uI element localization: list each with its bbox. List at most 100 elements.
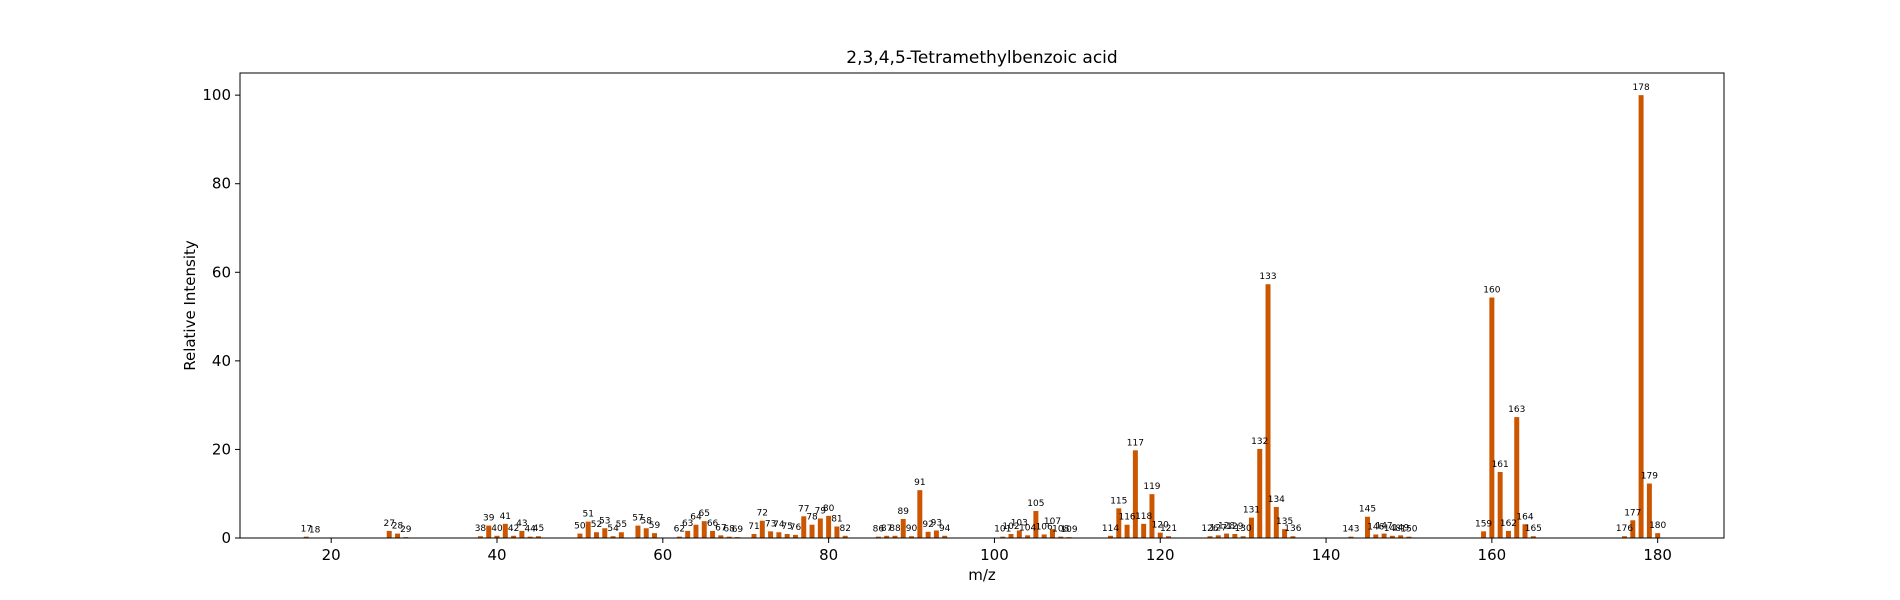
bar-mz-58: [643, 528, 649, 538]
y-tick-label: 40: [212, 352, 231, 370]
y-tick-label: 100: [202, 86, 231, 104]
bar-label-mz-133: 133: [1259, 272, 1276, 282]
bar-mz-88: [892, 535, 898, 538]
bar-label-mz-104: 104: [1019, 523, 1036, 533]
bar-label-mz-108: 108: [1052, 525, 1069, 535]
bar-mz-148: [1389, 535, 1395, 538]
x-tick-label: 100: [980, 546, 1009, 564]
bar-mz-92: [925, 531, 931, 538]
bar-label-mz-178: 178: [1633, 83, 1650, 93]
bar-label-mz-148: 148: [1384, 524, 1401, 534]
bar-mz-54: [610, 536, 616, 538]
bar-label-mz-143: 143: [1342, 525, 1359, 535]
bar-mz-50: [577, 533, 583, 538]
bar-label-mz-75: 75: [781, 522, 792, 532]
bar-label-mz-27: 27: [384, 519, 395, 529]
bar-mz-68: [726, 536, 732, 538]
bar-mz-65: [701, 521, 707, 538]
bar-mz-77: [801, 516, 807, 538]
bar-mz-128: [1224, 533, 1230, 538]
bar-label-mz-63: 63: [682, 519, 693, 529]
bar-label-mz-87: 87: [881, 524, 892, 534]
bar-mz-89: [900, 518, 906, 538]
bar-label-mz-57: 57: [632, 514, 643, 524]
bar-mz-133: [1265, 284, 1271, 538]
bar-label-mz-128: 128: [1218, 522, 1235, 532]
bar-label-mz-94: 94: [939, 524, 951, 534]
bar-mz-17: [303, 536, 309, 538]
bars-group: [303, 95, 1661, 539]
bar-label-mz-127: 127: [1210, 523, 1227, 533]
bar-label-mz-176: 176: [1616, 524, 1633, 534]
bar-mz-130: [1240, 536, 1246, 538]
bar-label-mz-67: 67: [715, 523, 726, 533]
bar-label-mz-136: 136: [1284, 524, 1301, 534]
bar-mz-135: [1282, 529, 1288, 538]
x-axis: 20 40 60 80 100 120 140 160 180: [322, 538, 1672, 564]
bar-label-mz-119: 119: [1143, 482, 1160, 492]
bar-mz-51: [585, 521, 591, 538]
bar-label-mz-160: 160: [1483, 286, 1500, 296]
bar-mz-38: [477, 536, 483, 538]
y-axis-title: Relative Intensity: [181, 240, 199, 371]
bar-mz-179: [1646, 483, 1652, 538]
bar-label-mz-79: 79: [815, 507, 827, 517]
bar-label-mz-73: 73: [765, 519, 776, 529]
bar-label-mz-77: 77: [798, 504, 809, 514]
bar-label-mz-82: 82: [839, 524, 850, 534]
bar-mz-81: [834, 526, 840, 538]
bar-mz-177: [1630, 520, 1636, 538]
bar-mz-74: [776, 532, 782, 538]
bar-label-mz-114: 114: [1102, 524, 1119, 534]
y-axis: 0 20 40 60 80 100: [202, 86, 240, 547]
bar-label-mz-117: 117: [1127, 438, 1144, 448]
bar-mz-67: [718, 535, 724, 538]
bar-label-mz-177: 177: [1624, 508, 1641, 518]
bar-mz-91: [917, 490, 923, 538]
x-tick-label: 20: [322, 546, 341, 564]
bar-mz-42: [511, 535, 517, 538]
bar-mz-118: [1141, 523, 1147, 538]
bar-label-mz-149: 149: [1392, 523, 1409, 533]
bar-label-mz-145: 145: [1359, 505, 1376, 515]
bar-label-mz-129: 129: [1226, 522, 1243, 532]
bar-label-mz-162: 162: [1500, 519, 1517, 529]
bar-label-mz-52: 52: [591, 520, 602, 530]
bar-label-mz-121: 121: [1160, 524, 1177, 534]
bar-mz-126: [1207, 536, 1213, 538]
bar-mz-66: [710, 530, 716, 538]
bar-mz-117: [1132, 450, 1138, 538]
bar-mz-165: [1530, 536, 1536, 538]
plot-frame: [239, 72, 1725, 539]
bar-label-mz-102: 102: [1002, 522, 1019, 532]
bar-mz-71: [751, 534, 757, 538]
x-tick-label: 160: [1478, 546, 1507, 564]
y-tick-label: 80: [212, 175, 231, 193]
bar-mz-90: [909, 536, 915, 538]
bar-label-mz-103: 103: [1011, 518, 1028, 528]
bar-label-mz-72: 72: [757, 509, 768, 519]
bar-mz-44: [527, 536, 533, 538]
bar-label-mz-106: 106: [1036, 522, 1053, 532]
bar-label-mz-65: 65: [699, 509, 710, 519]
bar-label-mz-68: 68: [723, 525, 735, 535]
bar-mz-53: [602, 528, 608, 538]
bar-label-mz-116: 116: [1118, 513, 1135, 523]
bar-label-mz-38: 38: [475, 524, 487, 534]
x-tick-label: 120: [1146, 546, 1175, 564]
bar-mz-108: [1058, 536, 1064, 538]
bar-label-mz-64: 64: [690, 513, 702, 523]
bar-label-mz-135: 135: [1276, 517, 1293, 527]
bar-mz-143: [1348, 536, 1354, 538]
bar-mz-93: [933, 530, 939, 538]
bar-mz-94: [942, 535, 948, 538]
bar-label-mz-179: 179: [1641, 472, 1658, 482]
bar-label-mz-180: 180: [1649, 521, 1666, 531]
bar-label-mz-120: 120: [1152, 521, 1169, 531]
bar-mz-115: [1116, 508, 1122, 538]
bar-label-mz-69: 69: [732, 525, 744, 535]
bar-mz-78: [809, 524, 815, 538]
bar-label-mz-55: 55: [616, 520, 627, 530]
bar-mz-104: [1025, 535, 1031, 538]
bar-label-mz-28: 28: [392, 522, 404, 532]
